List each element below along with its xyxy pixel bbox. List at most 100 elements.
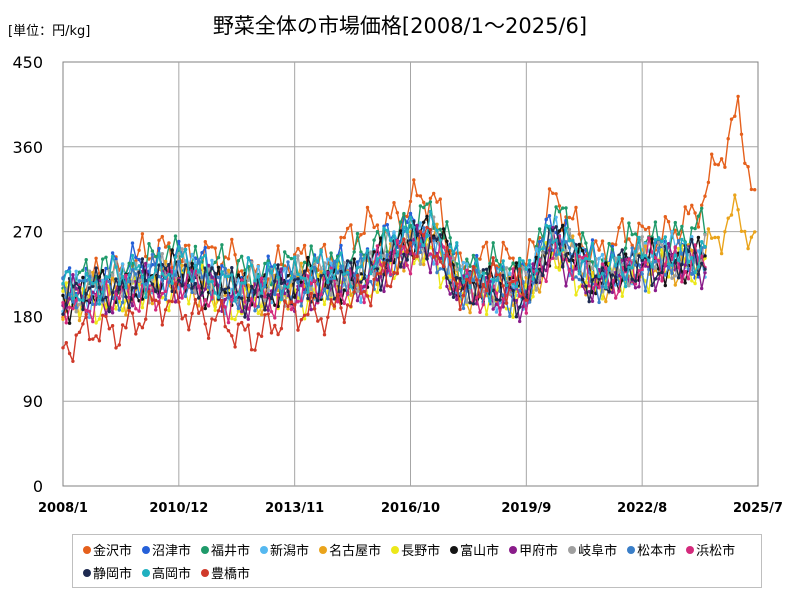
data-point — [703, 233, 707, 237]
data-point — [187, 328, 191, 332]
data-point — [150, 282, 155, 286]
data-point — [660, 270, 664, 275]
data-point — [666, 275, 671, 279]
data-point — [418, 194, 423, 198]
data-point — [511, 279, 515, 284]
data-point — [127, 261, 131, 265]
data-point — [574, 275, 578, 279]
data-point — [713, 235, 717, 240]
data-point — [306, 255, 310, 260]
data-point — [461, 260, 466, 265]
data-point — [408, 241, 413, 245]
data-point — [74, 298, 78, 303]
data-point — [445, 276, 449, 280]
data-point — [597, 248, 601, 252]
data-point — [415, 223, 419, 228]
data-point — [666, 242, 671, 246]
data-point — [372, 277, 376, 281]
data-point — [408, 215, 413, 220]
data-point — [289, 307, 294, 312]
data-point — [402, 269, 406, 273]
data-point — [273, 303, 277, 307]
data-point — [597, 256, 601, 261]
data-point — [77, 279, 82, 283]
data-point — [91, 337, 95, 341]
data-point — [478, 294, 482, 299]
data-point — [223, 297, 227, 302]
data-point — [537, 290, 542, 294]
data-point — [564, 284, 568, 288]
data-point — [690, 272, 694, 276]
data-point — [306, 312, 310, 317]
data-point — [441, 264, 446, 269]
data-point — [160, 277, 164, 282]
data-point — [273, 263, 277, 268]
data-point — [130, 279, 135, 284]
data-point — [428, 228, 433, 232]
data-point — [177, 278, 181, 282]
data-point — [240, 254, 244, 258]
data-point — [673, 283, 677, 287]
data-point — [183, 313, 188, 318]
data-point — [163, 297, 168, 302]
data-point — [673, 228, 677, 232]
data-point — [422, 226, 426, 230]
legend-label: 富山市 — [460, 544, 500, 559]
data-point — [187, 278, 191, 282]
data-point — [249, 348, 254, 352]
data-point — [130, 304, 135, 308]
data-point — [706, 180, 711, 185]
data-point — [329, 251, 333, 255]
data-point — [746, 165, 750, 169]
data-point — [339, 243, 343, 248]
data-point — [372, 265, 376, 269]
data-point — [193, 281, 198, 286]
data-point — [551, 248, 555, 252]
data-point — [97, 285, 102, 290]
data-point — [461, 280, 466, 284]
data-point — [696, 214, 701, 218]
data-point — [696, 235, 701, 240]
data-point — [455, 276, 459, 280]
data-point — [293, 255, 297, 259]
data-point — [508, 314, 512, 318]
data-point — [633, 286, 638, 290]
data-point — [647, 225, 651, 230]
data-point — [412, 178, 416, 182]
data-point — [753, 188, 757, 192]
data-point — [653, 277, 658, 281]
data-point — [190, 279, 194, 283]
data-point — [203, 240, 207, 244]
legend-label: 長野市 — [401, 544, 441, 559]
legend-item: 甲府市 — [509, 540, 558, 559]
data-point — [326, 285, 330, 290]
data-point — [653, 259, 658, 264]
data-point — [345, 270, 350, 275]
data-point — [369, 304, 373, 308]
data-point — [680, 237, 684, 242]
data-point — [534, 247, 538, 251]
data-point — [114, 292, 118, 296]
data-point — [87, 337, 92, 342]
data-point — [683, 205, 687, 209]
data-point — [432, 191, 436, 196]
data-point — [432, 215, 436, 219]
data-point — [253, 309, 257, 313]
data-point — [690, 256, 694, 260]
data-point — [286, 260, 290, 264]
data-point — [163, 289, 168, 294]
data-point — [342, 235, 346, 240]
data-point — [299, 280, 303, 284]
data-point — [177, 300, 181, 304]
data-point — [114, 300, 118, 304]
data-point — [183, 243, 188, 248]
data-point — [600, 284, 605, 289]
data-point — [643, 244, 648, 248]
data-point — [266, 308, 270, 312]
data-point — [206, 263, 211, 268]
data-point — [170, 289, 174, 294]
data-point — [190, 311, 194, 316]
data-point — [531, 240, 535, 244]
data-point — [249, 297, 254, 301]
data-point — [703, 271, 707, 275]
